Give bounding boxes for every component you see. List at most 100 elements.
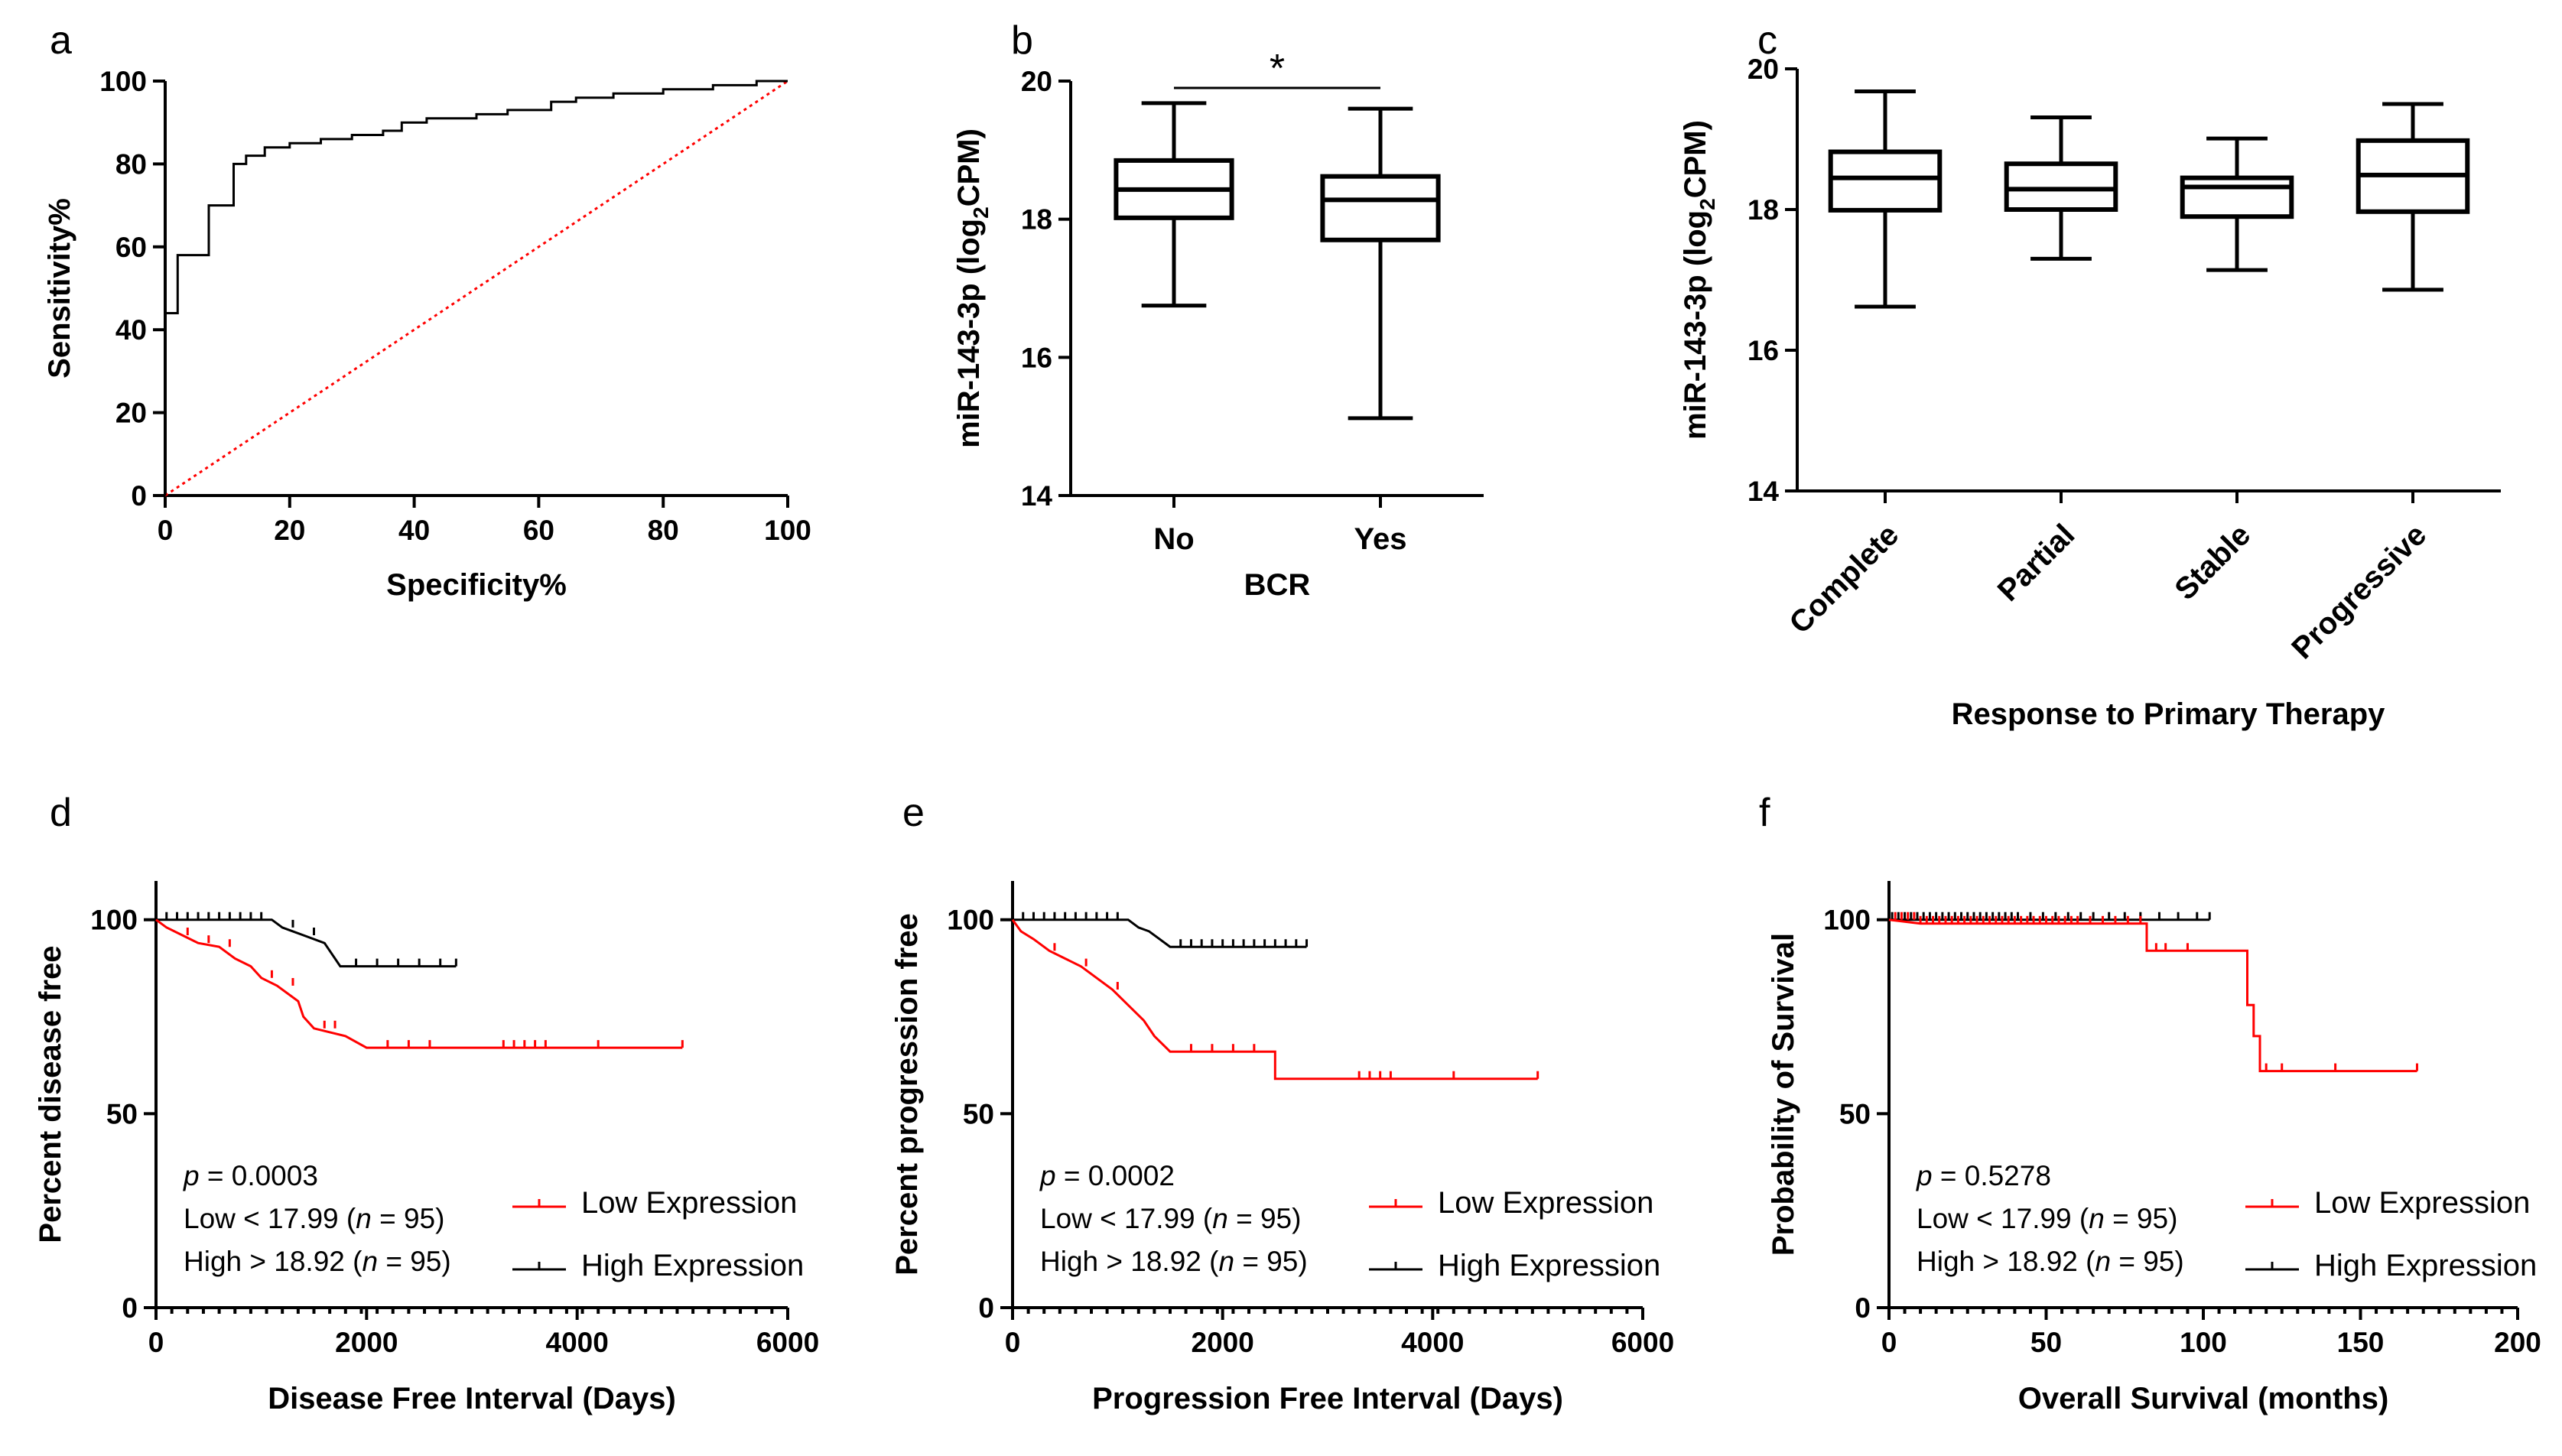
p-value-text: p = 0.0003	[183, 1160, 318, 1191]
survival-curve	[155, 918, 683, 1049]
x-tick-label: 6000	[1611, 1327, 1674, 1358]
series-high-expression	[156, 912, 457, 968]
y-tick-label: 16	[1021, 342, 1052, 373]
series-high-expression	[1013, 912, 1309, 948]
x-tick-label: Progressive	[2285, 518, 2433, 665]
x-tick-label: Stable	[2168, 518, 2257, 606]
y-tick-label: 50	[963, 1098, 994, 1129]
survival-curve	[1888, 918, 2417, 1073]
y-tick-label: 20	[1021, 66, 1052, 97]
y-tick-label: 18	[1021, 204, 1052, 236]
y-tick-label: 20	[115, 398, 147, 429]
x-tick-label: 200	[2494, 1327, 2541, 1358]
panel-letter: a	[50, 18, 72, 63]
p-value-text: p = 0.5278	[1916, 1160, 2051, 1191]
panel-a: a 0 20 40 60 80 100 0 20 40 60 80 100 Specificity% Sen…	[43, 18, 811, 602]
legend: Low Expression High Expression	[1369, 1186, 1660, 1282]
x-axis-label: BCR	[1244, 568, 1311, 602]
panel-letter: b	[1011, 18, 1033, 63]
y-axis-label: Percent disease free	[34, 945, 67, 1243]
box-iqr	[2180, 175, 2294, 219]
survival-curve	[1013, 918, 1307, 948]
x-tick-label: 0	[158, 515, 174, 546]
x-axis-label: Overall Survival (months)	[2018, 1382, 2389, 1415]
box-iqr	[2004, 161, 2118, 212]
panel-b: b 14 16 18 20 miR-143-3p (log2CPM) No Yes BCR *	[952, 18, 1484, 602]
y-tick-label: 20	[1748, 54, 1779, 85]
x-tick-label: 4000	[546, 1327, 609, 1358]
y-tick-label: 0	[978, 1292, 994, 1324]
y-tick-label: 50	[1839, 1098, 1871, 1129]
y-tick-label: 100	[1823, 905, 1871, 936]
roc-curve	[164, 80, 788, 496]
legend-label: Low Expression	[1438, 1186, 1653, 1220]
legend-label: High Expression	[1438, 1249, 1660, 1282]
x-tick-label: 80	[648, 515, 679, 546]
panel-d: d 0 50 100 0 2000 4000 6000 Disease Free Interva…	[34, 791, 819, 1415]
y-tick-label: 0	[122, 1292, 138, 1324]
y-tick-label: 14	[1021, 480, 1053, 512]
low-group-text: Low < 17.99 (n = 95)	[1040, 1203, 1301, 1234]
panel-letter: f	[1759, 791, 1770, 835]
x-tick-label: Yes	[1354, 522, 1407, 556]
p-value-text: p = 0.0002	[1039, 1160, 1175, 1191]
series-low-expression	[1011, 918, 1539, 1081]
high-group-text: High > 18.92 (n = 95)	[184, 1246, 451, 1277]
x-tick-label: Complete	[1783, 518, 1905, 640]
x-tick-label: 20	[274, 515, 305, 546]
survival-curve	[1011, 918, 1538, 1081]
legend-label: Low Expression	[2314, 1186, 2530, 1220]
x-tick-label: 100	[2180, 1327, 2227, 1358]
y-tick-label: 100	[947, 905, 994, 936]
x-tick-label: 2000	[335, 1327, 398, 1358]
panel-letter: c	[1757, 18, 1777, 63]
x-tick-label: 0	[148, 1327, 164, 1358]
y-tick-label: 18	[1748, 194, 1779, 226]
x-axis-label: Disease Free Interval (Days)	[268, 1382, 676, 1415]
x-axis-label: Progression Free Interval (Days)	[1092, 1382, 1563, 1415]
y-tick-label: 100	[99, 66, 147, 97]
x-tick-label: 60	[523, 515, 554, 546]
legend-label: High Expression	[2314, 1249, 2537, 1282]
x-tick-label: 0	[1005, 1327, 1021, 1358]
panel-letter: d	[50, 791, 72, 835]
x-tick-label: 100	[764, 515, 811, 546]
y-tick-label: 0	[131, 480, 147, 512]
y-axis-label: Percent progression free	[890, 913, 924, 1276]
x-tick-label: 40	[398, 515, 430, 546]
y-axis-label: Sensitivity%	[43, 198, 76, 379]
x-tick-label: 150	[2337, 1327, 2385, 1358]
x-tick-label: 2000	[1192, 1327, 1254, 1358]
low-group-text: Low < 17.99 (n = 95)	[1917, 1203, 2177, 1234]
x-tick-label: No	[1153, 522, 1194, 556]
panel-c: c 14 16 18 20 miR-143-3p (log2CPM) Complete Par…	[1679, 18, 2501, 731]
box-iqr	[1320, 174, 1441, 242]
box-no	[1114, 101, 1234, 308]
box-partial	[2004, 115, 2118, 261]
panel-letter: e	[902, 791, 925, 835]
y-tick-label: 16	[1748, 335, 1779, 366]
series-high-expression	[1889, 912, 2211, 921]
box-yes	[1320, 106, 1441, 421]
high-group-text: High > 18.92 (n = 95)	[1917, 1246, 2184, 1277]
box-complete	[1828, 89, 1943, 309]
high-group-text: High > 18.92 (n = 95)	[1040, 1246, 1308, 1277]
series-low-expression	[1888, 912, 2418, 1073]
legend-label: Low Expression	[581, 1186, 797, 1220]
x-tick-label: 4000	[1401, 1327, 1464, 1358]
y-tick-label: 40	[115, 314, 147, 346]
survival-curve	[156, 918, 457, 968]
y-tick-label: 60	[115, 232, 147, 263]
reference-line	[164, 80, 788, 497]
legend: Low Expression High Expression	[512, 1186, 804, 1282]
y-tick-label: 14	[1748, 476, 1780, 507]
x-tick-label: Partial	[1991, 518, 2082, 608]
y-tick-label: 50	[106, 1098, 138, 1129]
box-progressive	[2356, 102, 2470, 292]
low-group-text: Low < 17.99 (n = 95)	[184, 1203, 444, 1234]
x-tick-label: 6000	[756, 1327, 819, 1358]
y-axis-label: miR-143-3p (log2CPM)	[952, 128, 993, 448]
legend: Low Expression High Expression	[2245, 1186, 2537, 1282]
y-tick-label: 0	[1855, 1292, 1871, 1324]
